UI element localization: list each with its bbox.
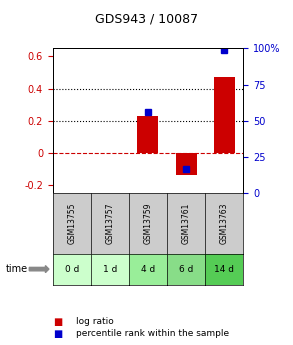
Text: GDS943 / 10087: GDS943 / 10087 xyxy=(95,12,198,25)
Bar xyxy=(176,153,197,176)
Bar xyxy=(214,77,235,153)
Text: 1 d: 1 d xyxy=(103,265,117,274)
Text: 4 d: 4 d xyxy=(141,265,155,274)
Text: log ratio: log ratio xyxy=(76,317,114,326)
Text: 14 d: 14 d xyxy=(214,265,234,274)
Text: time: time xyxy=(6,264,28,274)
Text: GSM13761: GSM13761 xyxy=(182,203,190,244)
Text: GSM13759: GSM13759 xyxy=(144,203,152,244)
Bar xyxy=(137,116,159,153)
Text: 0 d: 0 d xyxy=(64,265,79,274)
Text: 6 d: 6 d xyxy=(179,265,193,274)
Text: GSM13763: GSM13763 xyxy=(220,203,229,244)
Text: GSM13757: GSM13757 xyxy=(105,203,114,244)
Text: GSM13755: GSM13755 xyxy=(67,203,76,244)
Text: percentile rank within the sample: percentile rank within the sample xyxy=(76,329,229,338)
Text: ■: ■ xyxy=(53,329,62,338)
Text: ■: ■ xyxy=(53,317,62,327)
